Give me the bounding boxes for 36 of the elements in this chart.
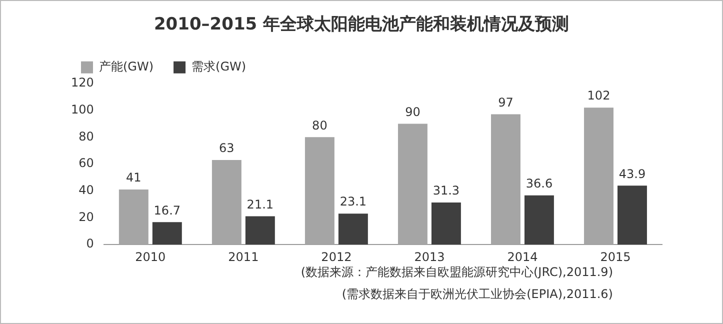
- y-tick-label: 120: [71, 76, 94, 90]
- data-label: 43.9: [618, 166, 646, 181]
- data-label: 41: [126, 170, 142, 185]
- y-tick-label: 60: [78, 156, 94, 170]
- bar: [524, 195, 554, 245]
- data-label: 31.3: [432, 184, 460, 198]
- data-label: 90: [405, 104, 420, 119]
- bar: [245, 216, 275, 245]
- x-tick-label: 2014: [507, 250, 538, 264]
- legend-label: 产能(GW): [99, 60, 154, 74]
- bar: [618, 186, 647, 245]
- text: (数据来源：产能数据来自欧盟能源研究中心(JRC),2011.9): [300, 265, 613, 280]
- data-label: 63: [219, 141, 234, 156]
- y-tick-label: 80: [78, 129, 94, 144]
- legend-label: 需求(GW): [192, 60, 246, 74]
- data-label: 21.1: [246, 197, 274, 212]
- x-tick-label: 2010: [135, 250, 166, 264]
- bar: [338, 214, 368, 245]
- text: (需求数据来自于欧洲光伏工业协会(EPIA),2011.6): [342, 287, 613, 302]
- data-label: 23.1: [340, 194, 367, 209]
- data-label: 80: [312, 118, 328, 132]
- y-tick-label: 0: [86, 236, 94, 251]
- x-tick-label: 2011: [228, 250, 259, 264]
- data-label: 102: [587, 88, 610, 103]
- chart-title: 2010–2015 年全球太阳能电池产能和装机情况及预测: [154, 14, 570, 35]
- data-label: 16.7: [154, 203, 181, 218]
- y-tick-label: 40: [78, 182, 94, 197]
- y-tick-label: 20: [78, 210, 94, 224]
- x-tick-label: 2013: [414, 250, 445, 264]
- x-tick-label: 2012: [321, 250, 352, 264]
- y-tick-label: 100: [71, 102, 94, 116]
- bar: [152, 222, 182, 245]
- data-label: 97: [498, 95, 514, 110]
- x-tick-label: 2015: [600, 250, 631, 264]
- bar: [431, 202, 461, 245]
- data-label: 36.6: [526, 176, 553, 191]
